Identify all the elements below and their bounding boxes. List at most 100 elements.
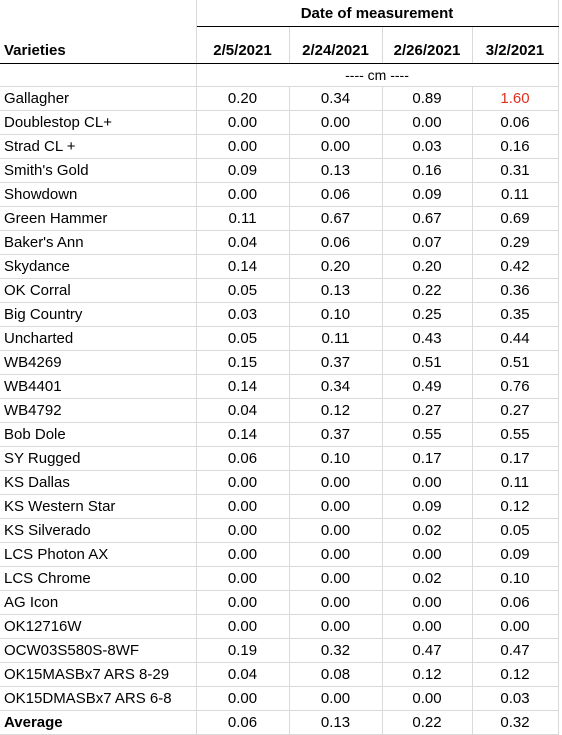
value-cell[interactable]: 0.00 [289,614,383,639]
value-cell[interactable]: 0.15 [196,350,290,375]
average-value-cell[interactable]: 0.22 [382,710,473,735]
value-cell[interactable]: 0.37 [289,422,383,447]
date-header-1[interactable]: 2/5/2021 [196,26,290,64]
value-cell[interactable]: 0.06 [289,182,383,207]
value-cell[interactable]: 0.00 [382,614,473,639]
variety-cell[interactable]: LCS Chrome [0,566,197,591]
value-cell[interactable]: 0.04 [196,230,290,255]
value-cell[interactable]: 0.05 [472,518,559,543]
value-cell[interactable]: 0.06 [289,230,383,255]
value-cell[interactable]: 0.00 [382,686,473,711]
value-cell[interactable]: 0.35 [472,302,559,327]
value-cell[interactable]: 0.12 [472,494,559,519]
value-cell[interactable]: 0.00 [382,590,473,615]
value-cell[interactable]: 0.14 [196,374,290,399]
value-cell[interactable]: 0.00 [289,494,383,519]
value-cell[interactable]: 0.00 [196,566,290,591]
value-cell[interactable]: 0.06 [472,590,559,615]
value-cell[interactable]: 0.36 [472,278,559,303]
value-cell[interactable]: 0.00 [382,542,473,567]
value-cell[interactable]: 0.55 [382,422,473,447]
value-cell[interactable]: 0.00 [382,110,473,135]
value-cell[interactable]: 0.14 [196,422,290,447]
value-cell[interactable]: 0.00 [289,566,383,591]
variety-cell[interactable]: Baker's Ann [0,230,197,255]
value-cell[interactable]: 1.60 [472,86,559,111]
variety-cell[interactable]: Big Country [0,302,197,327]
value-cell[interactable]: 0.10 [472,566,559,591]
value-cell[interactable]: 0.22 [382,278,473,303]
value-cell[interactable]: 0.34 [289,86,383,111]
variety-cell[interactable]: OK15MASBx7 ARS 8-29 [0,662,197,687]
date-header-3[interactable]: 2/26/2021 [382,26,473,64]
value-cell[interactable]: 0.03 [196,302,290,327]
value-cell[interactable]: 0.00 [196,542,290,567]
value-cell[interactable]: 0.12 [289,398,383,423]
value-cell[interactable]: 0.03 [382,134,473,159]
varieties-header[interactable]: Varieties [0,26,197,64]
value-cell[interactable]: 0.67 [382,206,473,231]
value-cell[interactable]: 0.12 [472,662,559,687]
value-cell[interactable]: 0.06 [196,446,290,471]
value-cell[interactable]: 0.89 [382,86,473,111]
value-cell[interactable]: 0.44 [472,326,559,351]
header-empty-cell[interactable] [0,0,197,27]
value-cell[interactable]: 0.00 [289,110,383,135]
variety-cell[interactable]: OK15DMASBx7 ARS 6-8 [0,686,197,711]
value-cell[interactable]: 0.04 [196,398,290,423]
value-cell[interactable]: 0.10 [289,446,383,471]
value-cell[interactable]: 0.76 [472,374,559,399]
value-cell[interactable]: 0.05 [196,326,290,351]
value-cell[interactable]: 0.00 [196,614,290,639]
value-cell[interactable]: 0.20 [382,254,473,279]
value-cell[interactable]: 0.11 [472,182,559,207]
value-cell[interactable]: 0.25 [382,302,473,327]
value-cell[interactable]: 0.00 [196,590,290,615]
variety-cell[interactable]: LCS Photon AX [0,542,197,567]
value-cell[interactable]: 0.09 [382,182,473,207]
value-cell[interactable]: 0.00 [289,686,383,711]
value-cell[interactable]: 0.00 [196,518,290,543]
variety-cell[interactable]: Skydance [0,254,197,279]
variety-cell[interactable]: AG Icon [0,590,197,615]
value-cell[interactable]: 0.00 [196,470,290,495]
value-cell[interactable]: 0.55 [472,422,559,447]
value-cell[interactable]: 0.19 [196,638,290,663]
variety-cell[interactable]: KS Dallas [0,470,197,495]
value-cell[interactable]: 0.03 [472,686,559,711]
value-cell[interactable]: 0.11 [289,326,383,351]
value-cell[interactable]: 0.43 [382,326,473,351]
variety-cell[interactable]: Uncharted [0,326,197,351]
value-cell[interactable]: 0.32 [289,638,383,663]
value-cell[interactable]: 0.69 [472,206,559,231]
date-header-2[interactable]: 2/24/2021 [289,26,383,64]
value-cell[interactable]: 0.27 [382,398,473,423]
average-label[interactable]: Average [0,710,197,735]
value-cell[interactable]: 0.00 [289,542,383,567]
value-cell[interactable]: 0.17 [472,446,559,471]
value-cell[interactable]: 0.11 [196,206,290,231]
value-cell[interactable]: 0.16 [472,134,559,159]
variety-cell[interactable]: Gallagher [0,86,197,111]
value-cell[interactable]: 0.00 [289,518,383,543]
variety-cell[interactable]: OK12716W [0,614,197,639]
value-cell[interactable]: 0.37 [289,350,383,375]
units-label[interactable]: ---- cm ---- [196,63,559,87]
value-cell[interactable]: 0.16 [382,158,473,183]
value-cell[interactable]: 0.13 [289,158,383,183]
value-cell[interactable]: 0.06 [472,110,559,135]
value-cell[interactable]: 0.20 [289,254,383,279]
value-cell[interactable]: 0.00 [472,614,559,639]
value-cell[interactable]: 0.04 [196,662,290,687]
value-cell[interactable]: 0.31 [472,158,559,183]
date-header-4[interactable]: 3/2/2021 [472,26,559,64]
value-cell[interactable]: 0.14 [196,254,290,279]
average-value-cell[interactable]: 0.13 [289,710,383,735]
value-cell[interactable]: 0.34 [289,374,383,399]
value-cell[interactable]: 0.08 [289,662,383,687]
value-cell[interactable]: 0.51 [472,350,559,375]
value-cell[interactable]: 0.00 [382,470,473,495]
value-cell[interactable]: 0.02 [382,566,473,591]
variety-cell[interactable]: WB4401 [0,374,197,399]
value-cell[interactable]: 0.12 [382,662,473,687]
